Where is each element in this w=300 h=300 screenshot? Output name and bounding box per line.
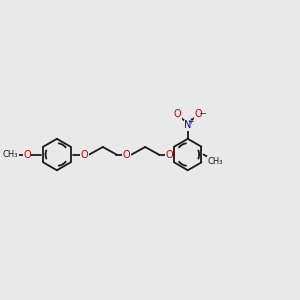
Text: CH₃: CH₃: [3, 150, 18, 159]
Text: O: O: [81, 149, 88, 160]
Text: CH₃: CH₃: [208, 157, 224, 166]
Text: N: N: [184, 120, 191, 130]
Text: −: −: [200, 109, 208, 119]
Text: O: O: [23, 149, 31, 160]
Text: O: O: [123, 149, 130, 160]
Text: O: O: [165, 149, 173, 160]
Text: O: O: [173, 109, 181, 119]
Text: O: O: [195, 109, 202, 119]
Text: +: +: [188, 117, 194, 126]
